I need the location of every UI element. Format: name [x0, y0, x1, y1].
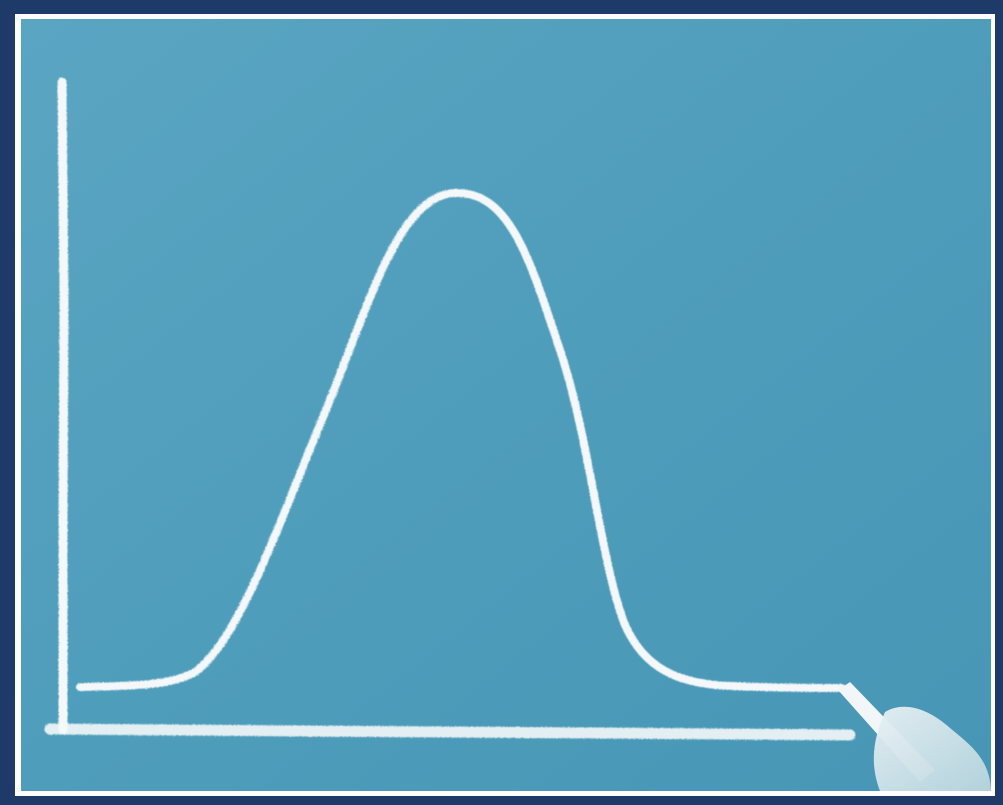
- chalk-x-axis: [44, 723, 856, 741]
- hand-with-chalk: [838, 682, 991, 791]
- hand: [873, 706, 991, 791]
- chalkboard: [21, 19, 991, 791]
- chalk-bell-curve: [76, 188, 846, 692]
- chalk-drawing: [44, 77, 856, 741]
- chalk-y-axis: [57, 77, 69, 735]
